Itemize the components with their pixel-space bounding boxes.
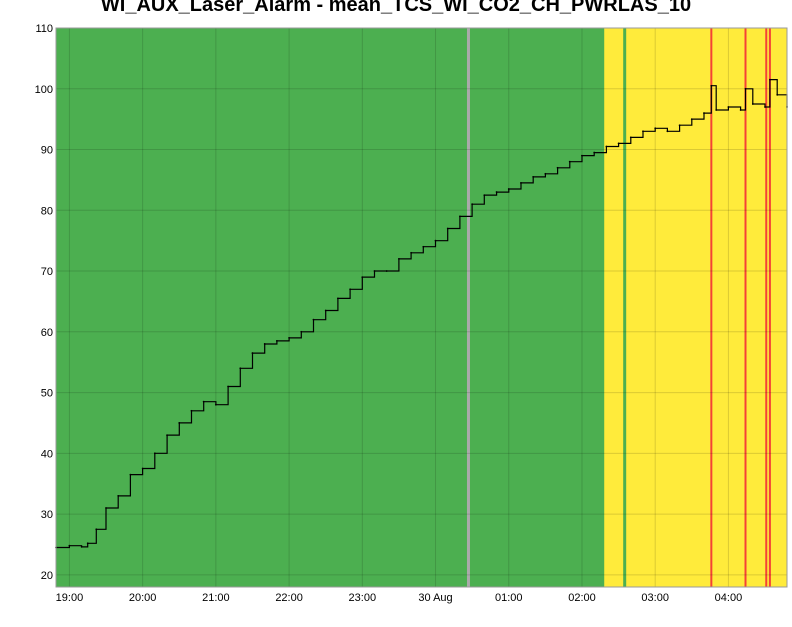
series-point — [105, 507, 107, 509]
series-point — [214, 403, 217, 406]
series-point — [251, 352, 254, 354]
x-tick-label: 22:00 — [275, 592, 303, 604]
series-point — [703, 112, 705, 114]
series-point — [678, 124, 681, 127]
state-bands — [56, 28, 787, 587]
series-point — [263, 343, 266, 345]
series-point — [593, 151, 596, 154]
tick-labels: 20 30 40 50 60 70 80 90 100 110 19:00 20:00 21:00 22:… — [35, 23, 743, 604]
y-tick-label: 100 — [35, 84, 53, 96]
series-point — [95, 528, 98, 531]
series-point — [398, 257, 400, 260]
series-point — [581, 154, 583, 157]
series-point — [117, 494, 120, 497]
series-point — [495, 191, 498, 193]
chart-title: WI_AUX_Laser_Alarm - mean_TCS_WI_CO2_CH_… — [100, 0, 692, 16]
series-point — [288, 336, 290, 339]
series-point — [337, 297, 339, 300]
series-point — [275, 340, 278, 342]
x-tick-label: 03:00 — [641, 592, 669, 604]
y-tick-label: 60 — [41, 327, 53, 339]
axes — [55, 27, 788, 588]
series-point — [568, 160, 571, 163]
series-line — [56, 79, 788, 549]
series-point — [739, 109, 742, 111]
series-point — [764, 106, 766, 108]
series-point — [385, 270, 388, 272]
series-point — [483, 194, 486, 196]
series-point — [312, 318, 315, 321]
series-point — [544, 172, 547, 175]
series-point — [153, 452, 156, 455]
series-point — [129, 473, 132, 476]
series-point — [434, 239, 437, 242]
series-point — [744, 87, 747, 90]
series-point — [141, 467, 144, 470]
series-point — [178, 422, 181, 424]
series-point — [520, 182, 522, 184]
x-tick-label: 23:00 — [349, 592, 377, 604]
series-point — [202, 400, 205, 403]
series-point — [86, 542, 89, 545]
series-point — [605, 145, 608, 148]
series-point — [769, 78, 771, 81]
y-tick-label: 50 — [41, 388, 53, 400]
series-point — [666, 130, 669, 133]
series-point — [422, 245, 425, 248]
series-point — [324, 309, 327, 312]
grid-lines — [56, 27, 787, 587]
series-point — [507, 188, 510, 190]
series-point — [471, 203, 474, 206]
y-tick-label: 90 — [41, 145, 53, 157]
series-point — [80, 545, 83, 548]
series-point — [300, 330, 303, 333]
series-point — [629, 136, 632, 139]
series-point — [373, 270, 376, 272]
y-tick-label: 70 — [41, 266, 53, 278]
series-point — [459, 215, 461, 218]
state-band-warning — [601, 28, 787, 587]
y-tick-label: 20 — [41, 570, 53, 582]
series-point — [654, 127, 657, 130]
series-point — [166, 434, 168, 436]
x-tick-label: 02:00 — [568, 592, 596, 604]
series-point — [361, 276, 364, 279]
series-point — [727, 106, 730, 108]
y-tick-label: 110 — [35, 23, 53, 35]
series-point — [556, 166, 559, 169]
x-tick-label: 01:00 — [495, 592, 523, 604]
series-point — [532, 175, 535, 178]
series-point — [715, 109, 718, 111]
y-tick-label: 80 — [41, 205, 53, 217]
series-point — [690, 118, 693, 121]
x-tick-label: 04:00 — [715, 592, 743, 604]
series-point — [710, 84, 713, 87]
x-tick-label: 19:00 — [56, 592, 84, 604]
series-point — [446, 227, 449, 230]
x-tick-label: 21:00 — [202, 592, 230, 604]
series-point — [751, 103, 754, 105]
series-point — [410, 251, 413, 254]
series-point — [617, 142, 620, 145]
series-point — [776, 93, 779, 96]
x-tick-label: 30 Aug — [418, 592, 452, 604]
series-point — [190, 409, 193, 412]
state-band-ok — [56, 28, 602, 587]
plot-frame — [55, 27, 788, 588]
series-point — [239, 367, 242, 370]
series-point — [349, 288, 352, 291]
state-markers — [466, 28, 771, 587]
series-point — [642, 130, 644, 133]
y-tick-label: 30 — [41, 509, 53, 521]
y-tick-label: 40 — [41, 448, 53, 460]
series-point — [68, 544, 71, 547]
series-point — [227, 385, 229, 388]
x-tick-label: 20:00 — [129, 592, 157, 604]
